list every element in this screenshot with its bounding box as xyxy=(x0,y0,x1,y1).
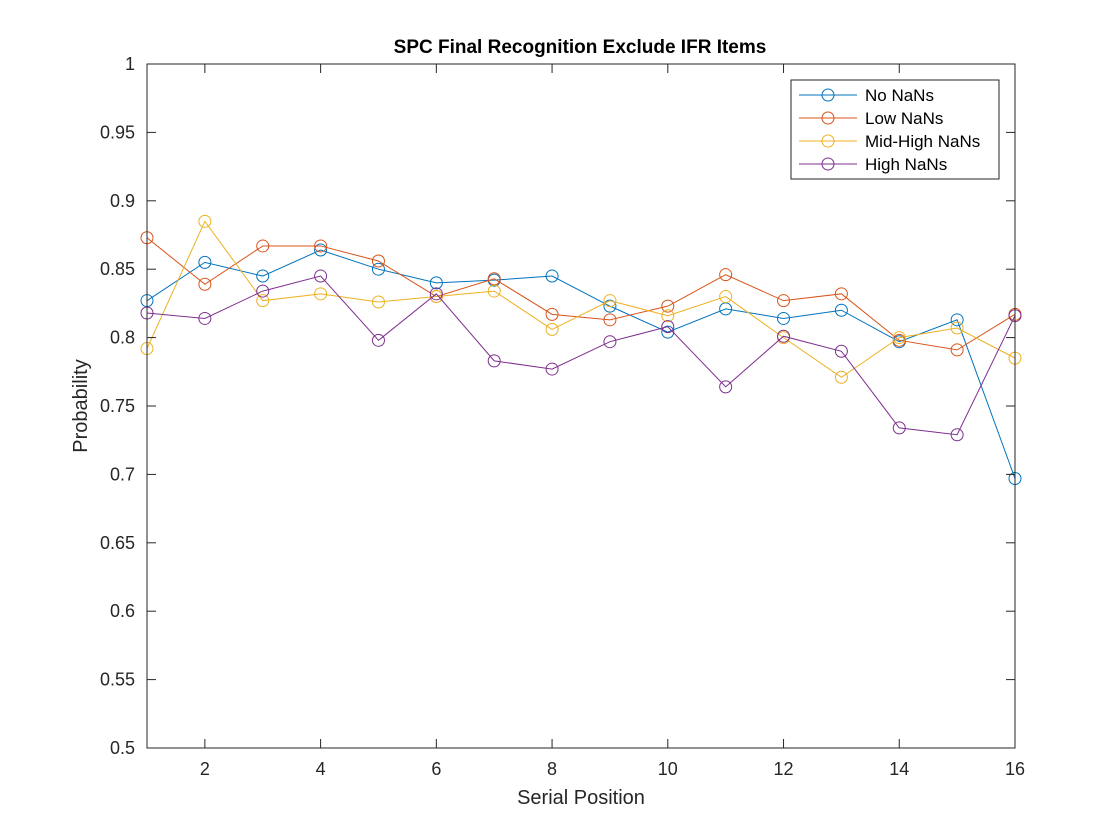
data-point xyxy=(429,287,443,301)
data-point xyxy=(429,290,443,304)
data-point xyxy=(429,276,443,290)
x-tick-label: 2 xyxy=(200,759,210,779)
data-point xyxy=(950,428,964,442)
legend-swatch-marker xyxy=(821,157,835,171)
series-layer xyxy=(140,214,1022,486)
y-tick-label: 0.75 xyxy=(100,396,135,416)
data-point xyxy=(834,303,848,317)
x-tick-label: 16 xyxy=(1005,759,1025,779)
data-point xyxy=(834,287,848,301)
data-point xyxy=(371,262,385,276)
legend-swatch-marker xyxy=(821,111,835,125)
data-point xyxy=(256,239,270,253)
data-point xyxy=(256,294,270,308)
data-point xyxy=(950,343,964,357)
data-point xyxy=(950,313,964,327)
data-point xyxy=(892,333,906,347)
series-line xyxy=(146,237,1016,351)
series-line xyxy=(146,249,1016,479)
data-point xyxy=(256,269,270,283)
y-tick-label: 0.7 xyxy=(110,464,135,484)
legend-label: Mid-High NaNs xyxy=(865,132,980,151)
x-axis: 2 4 6 8 10 12 14 16 xyxy=(200,64,1025,779)
data-point xyxy=(198,311,212,325)
data-point xyxy=(950,321,964,335)
data-point xyxy=(256,284,270,298)
y-tick-label: 0.65 xyxy=(100,533,135,553)
legend-label: Low NaNs xyxy=(865,109,943,128)
x-tick-label: 6 xyxy=(431,759,441,779)
series-line xyxy=(146,220,1016,378)
data-point xyxy=(371,295,385,309)
legend-label: No NaNs xyxy=(865,86,934,105)
legend: No NaNs Low NaNs Mid-High NaNs High NaNs xyxy=(790,79,1000,180)
y-axis: 0.5 0.55 0.6 0.65 0.7 0.75 0.8 0.85 0.9 0.95 1 xyxy=(100,54,1015,758)
legend-swatch-marker xyxy=(821,88,835,102)
x-tick-label: 10 xyxy=(658,759,678,779)
y-axis-label: Probability xyxy=(70,359,92,452)
data-point xyxy=(314,269,328,283)
data-point xyxy=(603,335,617,349)
y-tick-label: 0.8 xyxy=(110,328,135,348)
data-point xyxy=(545,307,559,321)
data-point xyxy=(603,294,617,308)
y-tick-label: 0.55 xyxy=(100,670,135,690)
x-tick-label: 12 xyxy=(774,759,794,779)
legend-item: Low NaNs xyxy=(799,109,943,128)
data-point xyxy=(777,329,791,343)
data-point xyxy=(487,354,501,368)
data-point xyxy=(719,290,733,304)
chart-title: SPC Final Recognition Exclude IFR Items xyxy=(394,37,767,58)
data-point xyxy=(198,277,212,291)
data-point xyxy=(777,311,791,325)
data-point xyxy=(603,313,617,327)
legend-item: High NaNs xyxy=(799,155,947,174)
x-tick-label: 8 xyxy=(547,759,557,779)
data-point xyxy=(834,344,848,358)
x-tick-label: 4 xyxy=(316,759,326,779)
data-point xyxy=(314,287,328,301)
data-point xyxy=(719,268,733,282)
data-point xyxy=(371,333,385,347)
legend-item: No NaNs xyxy=(799,86,934,105)
series-line xyxy=(146,275,1016,436)
data-point xyxy=(487,284,501,298)
data-point xyxy=(834,370,848,384)
data-point xyxy=(545,322,559,336)
legend-swatch-marker xyxy=(821,134,835,148)
data-point xyxy=(314,239,328,253)
data-point xyxy=(198,214,212,228)
y-tick-label: 1 xyxy=(125,54,135,74)
data-point xyxy=(545,269,559,283)
data-point xyxy=(371,254,385,268)
data-point xyxy=(661,309,675,323)
legend-label: High NaNs xyxy=(865,155,947,174)
data-point xyxy=(545,362,559,376)
x-tick-label: 14 xyxy=(889,759,909,779)
data-point xyxy=(661,325,675,339)
y-tick-label: 0.95 xyxy=(100,122,135,142)
data-point xyxy=(719,380,733,394)
data-point xyxy=(892,421,906,435)
data-point xyxy=(892,331,906,345)
legend-box xyxy=(790,79,1000,180)
y-tick-label: 0.6 xyxy=(110,601,135,621)
data-point xyxy=(314,243,328,257)
data-point xyxy=(661,320,675,334)
data-point xyxy=(777,294,791,308)
y-tick-label: 0.5 xyxy=(110,738,135,758)
data-point xyxy=(198,255,212,269)
x-axis-label: Serial Position xyxy=(517,787,645,809)
data-point xyxy=(661,299,675,313)
legend-item: Mid-High NaNs xyxy=(799,132,980,151)
data-point xyxy=(603,299,617,313)
y-tick-label: 0.9 xyxy=(110,191,135,211)
y-tick-label: 0.85 xyxy=(100,259,135,279)
